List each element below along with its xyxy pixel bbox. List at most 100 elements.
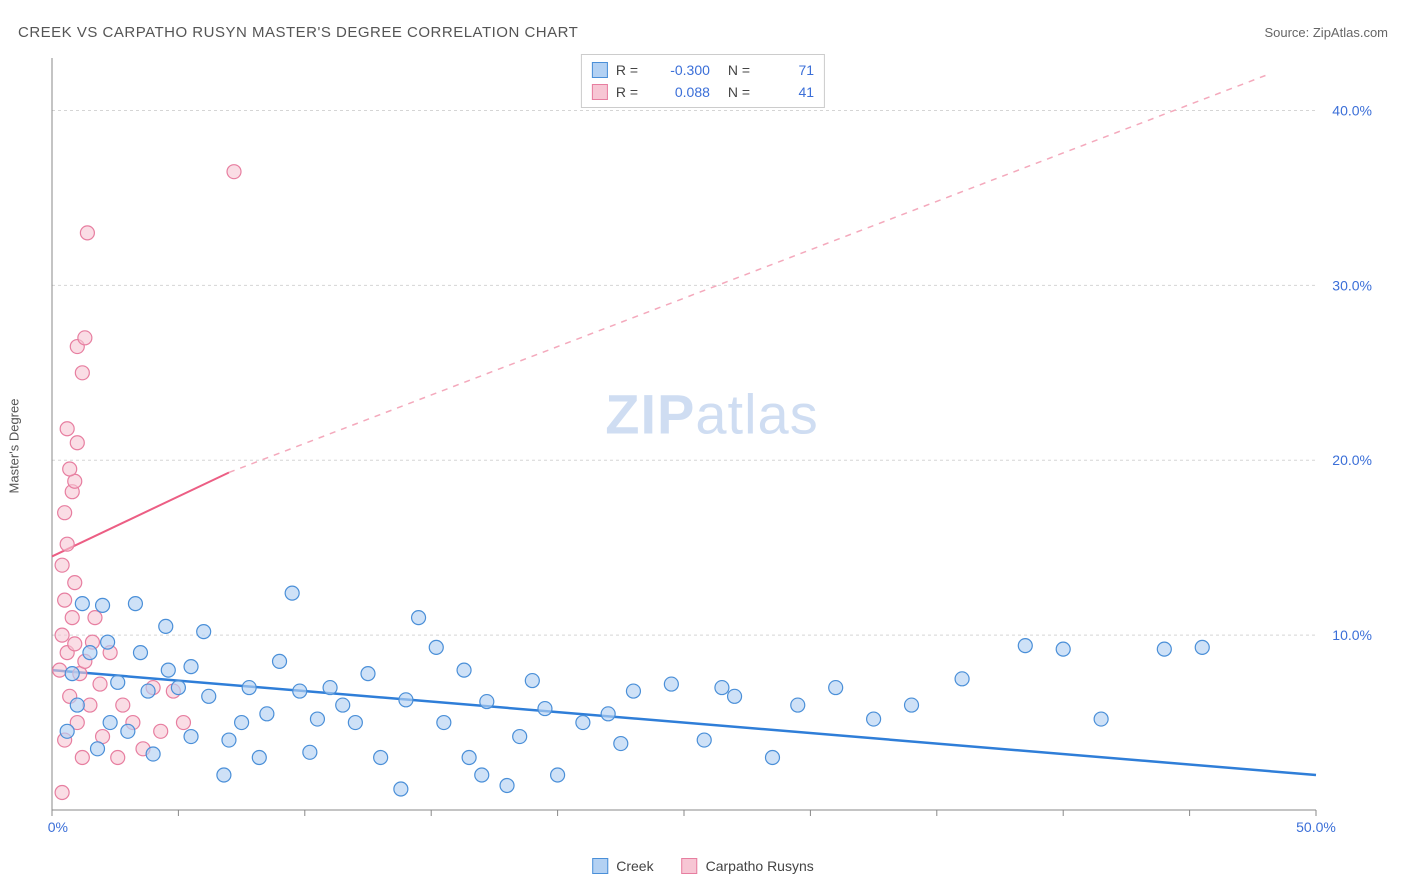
data-point-creek — [260, 707, 274, 721]
data-point-carpatho — [111, 751, 125, 765]
plot-svg: 10.0%20.0%30.0%40.0%0.0%50.0% — [48, 52, 1376, 840]
data-point-carpatho — [75, 751, 89, 765]
data-point-creek — [538, 702, 552, 716]
data-point-carpatho — [88, 611, 102, 625]
data-point-creek — [303, 745, 317, 759]
y-tick-label: 10.0% — [1332, 627, 1372, 643]
data-point-creek — [101, 635, 115, 649]
data-point-creek — [697, 733, 711, 747]
n-label: N = — [728, 81, 750, 103]
data-point-creek — [273, 654, 287, 668]
data-point-carpatho — [78, 331, 92, 345]
legend-row-carpatho: R = 0.088 N = 41 — [592, 81, 814, 103]
data-point-carpatho — [75, 366, 89, 380]
data-point-creek — [626, 684, 640, 698]
data-point-creek — [437, 716, 451, 730]
y-tick-label: 20.0% — [1332, 452, 1372, 468]
data-point-creek — [867, 712, 881, 726]
data-point-carpatho — [68, 637, 82, 651]
trendline-carpatho-dash — [229, 75, 1265, 472]
data-point-creek — [161, 663, 175, 677]
data-point-creek — [293, 684, 307, 698]
n-value: 71 — [758, 59, 814, 81]
data-point-creek — [222, 733, 236, 747]
data-point-creek — [336, 698, 350, 712]
y-tick-label: 40.0% — [1332, 102, 1372, 118]
data-point-carpatho — [176, 716, 190, 730]
data-point-creek — [171, 681, 185, 695]
data-point-creek — [1157, 642, 1171, 656]
data-point-creek — [235, 716, 249, 730]
legend-item-creek: Creek — [592, 858, 653, 874]
x-tick-label: 0.0% — [48, 819, 68, 835]
data-point-creek — [70, 698, 84, 712]
data-point-creek — [480, 695, 494, 709]
data-point-creek — [128, 597, 142, 611]
data-point-creek — [184, 660, 198, 674]
data-point-creek — [457, 663, 471, 677]
data-point-creek — [1056, 642, 1070, 656]
data-point-creek — [576, 716, 590, 730]
r-value: -0.300 — [654, 59, 710, 81]
data-point-creek — [791, 698, 805, 712]
r-value: 0.088 — [654, 81, 710, 103]
y-tick-label: 30.0% — [1332, 277, 1372, 293]
data-point-carpatho — [154, 724, 168, 738]
data-point-creek — [500, 779, 514, 793]
data-point-creek — [361, 667, 375, 681]
data-point-creek — [765, 751, 779, 765]
data-point-creek — [310, 712, 324, 726]
data-point-creek — [65, 667, 79, 681]
data-point-carpatho — [60, 422, 74, 436]
data-point-carpatho — [80, 226, 94, 240]
data-point-carpatho — [227, 165, 241, 179]
data-point-creek — [601, 707, 615, 721]
data-point-creek — [429, 640, 443, 654]
data-point-creek — [462, 751, 476, 765]
data-point-carpatho — [68, 576, 82, 590]
data-point-creek — [1195, 640, 1209, 654]
data-point-creek — [525, 674, 539, 688]
data-point-creek — [323, 681, 337, 695]
data-point-creek — [60, 724, 74, 738]
data-point-creek — [217, 768, 231, 782]
data-point-creek — [96, 598, 110, 612]
data-point-creek — [715, 681, 729, 695]
data-point-creek — [348, 716, 362, 730]
r-label: R = — [616, 81, 646, 103]
data-point-carpatho — [93, 677, 107, 691]
data-point-creek — [728, 689, 742, 703]
data-point-creek — [91, 742, 105, 756]
data-point-creek — [242, 681, 256, 695]
legend-label: Carpatho Rusyns — [706, 858, 814, 874]
data-point-carpatho — [116, 698, 130, 712]
data-point-creek — [551, 768, 565, 782]
data-point-carpatho — [58, 506, 72, 520]
data-point-carpatho — [70, 436, 84, 450]
data-point-creek — [475, 768, 489, 782]
data-point-creek — [83, 646, 97, 660]
data-point-creek — [1018, 639, 1032, 653]
data-point-carpatho — [60, 537, 74, 551]
legend-item-carpatho: Carpatho Rusyns — [682, 858, 814, 874]
scatter-chart: 10.0%20.0%30.0%40.0%0.0%50.0% ZIPatlas — [48, 52, 1376, 840]
data-point-creek — [1094, 712, 1108, 726]
data-point-creek — [374, 751, 388, 765]
legend-label: Creek — [616, 858, 653, 874]
data-point-creek — [146, 747, 160, 761]
swatch-pink-icon — [592, 84, 608, 100]
data-point-creek — [614, 737, 628, 751]
correlation-legend: R = -0.300 N = 71 R = 0.088 N = 41 — [581, 54, 825, 108]
swatch-pink-icon — [682, 858, 698, 874]
data-point-creek — [412, 611, 426, 625]
data-point-creek — [133, 646, 147, 660]
chart-title: CREEK VS CARPATHO RUSYN MASTER'S DEGREE … — [18, 24, 578, 41]
data-point-creek — [197, 625, 211, 639]
source-label: Source: ZipAtlas.com — [1264, 25, 1388, 40]
data-point-creek — [75, 597, 89, 611]
swatch-blue-icon — [592, 62, 608, 78]
data-point-carpatho — [65, 611, 79, 625]
legend-row-creek: R = -0.300 N = 71 — [592, 59, 814, 81]
r-label: R = — [616, 59, 646, 81]
data-point-creek — [829, 681, 843, 695]
